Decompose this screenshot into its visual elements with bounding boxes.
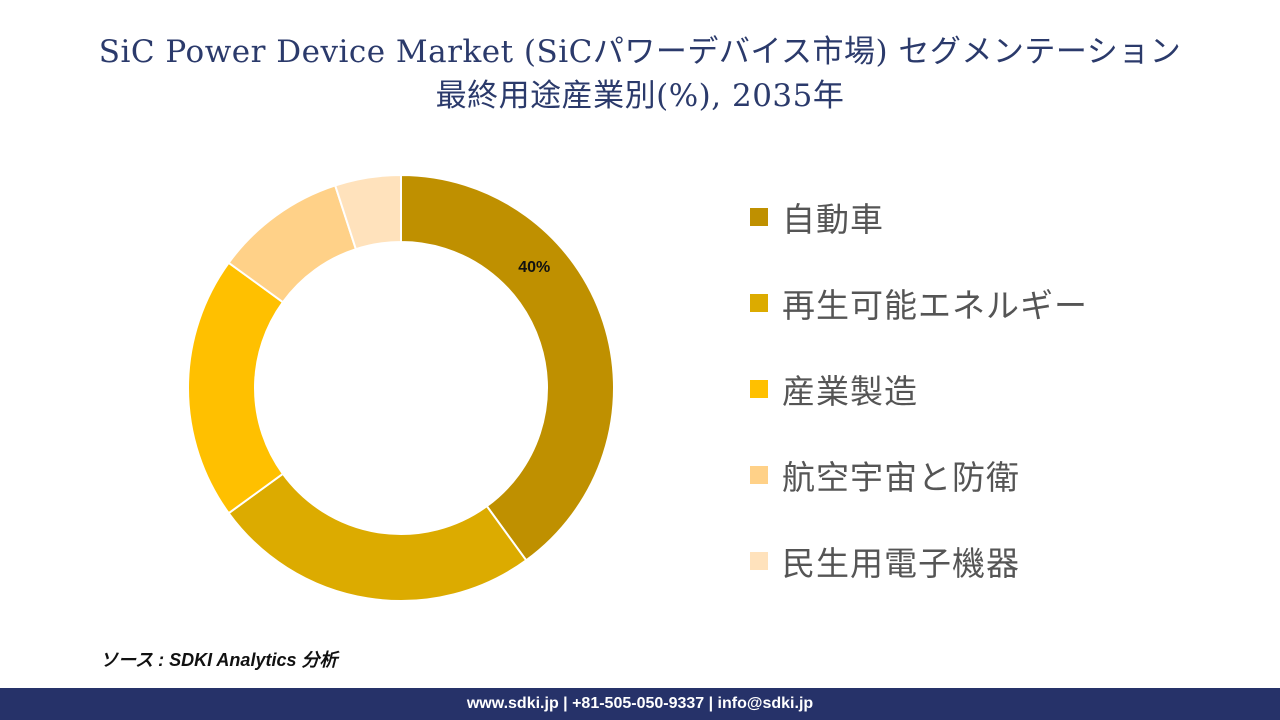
legend-item-5: 民生用電子機器 — [750, 536, 1020, 586]
legend-item-1: 自動車 — [750, 192, 884, 242]
chart-title: SiC Power Device Market (SiCパワーデバイス市場) セ… — [0, 30, 1280, 118]
legend-swatch — [750, 552, 768, 570]
chart-title-line-1: SiC Power Device Market (SiCパワーデバイス市場) セ… — [98, 34, 1182, 70]
legend-label: 自動車 — [782, 200, 884, 239]
legend-swatch — [750, 208, 768, 226]
legend-label: 再生可能エネルギー — [782, 286, 1088, 325]
donut-slice-2 — [227, 472, 528, 602]
footer-contact-bar: www.sdki.jp | +81-505-050-9337 | info@sd… — [0, 688, 1280, 720]
legend-label: 航空宇宙と防衛 — [782, 458, 1020, 497]
legend-swatch — [750, 380, 768, 398]
legend-label: 民生用電子機器 — [782, 544, 1020, 583]
legend-swatch — [750, 466, 768, 484]
donut-slice-3 — [187, 261, 285, 515]
legend-item-4: 航空宇宙と防衛 — [750, 450, 1020, 500]
chart-title-line-2: 最終用途産業別(%), 2035年 — [435, 78, 845, 114]
legend-item-2: 再生可能エネルギー — [750, 278, 1088, 328]
legend-item-3: 産業製造 — [750, 364, 918, 414]
legend-swatch — [750, 294, 768, 312]
data-label-1: 40% — [518, 259, 550, 276]
donut-slice-1 — [400, 173, 615, 562]
legend-label: 産業製造 — [782, 372, 918, 411]
source-note: ソース : SDKI Analytics 分析 — [100, 650, 338, 670]
donut-slice-5 — [333, 173, 402, 251]
